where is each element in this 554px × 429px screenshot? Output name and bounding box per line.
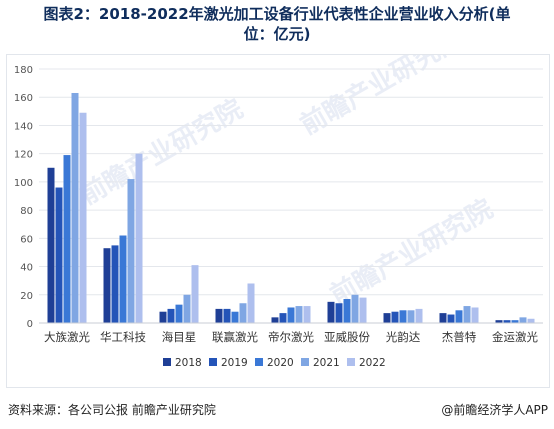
bar-2021: [519, 317, 527, 323]
watermark-text: 前瞻产业研究院: [75, 93, 248, 211]
bar-2018: [495, 320, 503, 323]
bar-2018: [215, 308, 223, 323]
bar-2022: [527, 318, 535, 323]
brand-credit: @前瞻经济学人APP: [441, 403, 548, 417]
watermark-text: 前瞻产业研究院: [325, 193, 498, 311]
bar-2022: [303, 306, 311, 323]
bar-2021: [239, 303, 247, 323]
watermark-text: 前瞻产业研究院: [295, 55, 468, 141]
bar-2018: [383, 313, 391, 323]
y-tick-label: 20: [20, 291, 33, 302]
legend-label: 2020: [267, 357, 294, 369]
y-tick-label: 40: [20, 263, 33, 274]
bar-2019: [503, 320, 511, 323]
bar-2019: [279, 313, 287, 323]
legend-label: 2022: [359, 357, 386, 369]
bar-2022: [79, 112, 87, 323]
bar-2020: [175, 304, 183, 323]
y-tick-label: 0: [27, 319, 33, 330]
legend-label: 2018: [175, 357, 202, 369]
bar-2020: [511, 320, 519, 323]
y-tick-label: 60: [20, 234, 33, 245]
bar-2019: [111, 245, 119, 323]
bar-2021: [463, 306, 471, 323]
y-tick-label: 140: [14, 121, 33, 132]
bar-2019: [55, 187, 63, 323]
bar-2019: [167, 308, 175, 323]
bar-2019: [335, 303, 343, 323]
legend-swatch-2020: [255, 358, 263, 366]
chart-title-line2: 位：亿元): [243, 25, 311, 43]
chart-title-line1: 图表2：2018-2022年激光加工设备行业代表性企业营业收入分析(单: [43, 5, 511, 23]
y-tick-label: 80: [20, 206, 33, 217]
source-note: 资料来源：各公司公报 前瞻产业研究院: [8, 403, 216, 417]
bar-2019: [223, 308, 231, 323]
bar-2022: [471, 307, 479, 323]
bars-layer: [47, 92, 535, 323]
bar-2022: [247, 283, 255, 323]
bar-2020: [343, 299, 351, 323]
legend-label: 2021: [313, 357, 340, 369]
bar-2018: [103, 248, 111, 323]
bar-2018: [271, 317, 279, 323]
y-axis: 0 20 40 60 80 100 120 140 160 180: [14, 65, 33, 330]
bar-2022: [359, 297, 367, 323]
bar-2020: [231, 311, 239, 323]
x-category-label: 杰普特: [442, 330, 477, 344]
x-category-label: 联赢激光: [212, 330, 258, 344]
bar-2021: [407, 310, 415, 323]
legend-swatch-2019: [209, 358, 217, 366]
x-category-label: 海目星: [162, 330, 197, 344]
legend-label: 2019: [221, 357, 248, 369]
bar-2018: [159, 311, 167, 323]
bar-2020: [287, 307, 295, 323]
bar-2018: [327, 301, 335, 323]
bar-2020: [119, 235, 127, 323]
bar-2020: [455, 310, 463, 323]
legend-swatch-2021: [301, 358, 309, 366]
bar-2018: [47, 167, 55, 323]
legend: 2018 2019 2020 2021 2022: [163, 357, 386, 369]
x-category-label: 帝尔激光: [268, 330, 314, 344]
bar-2019: [391, 311, 399, 323]
y-tick-label: 160: [14, 93, 33, 104]
bar-2022: [415, 308, 423, 323]
bar-2018: [439, 313, 447, 323]
bar-2020: [399, 310, 407, 323]
bar-2022: [191, 265, 199, 323]
y-tick-label: 180: [14, 65, 33, 76]
bar-2020: [63, 155, 71, 323]
bar-2019: [447, 314, 455, 323]
bar-2021: [183, 294, 191, 323]
bar-2021: [351, 294, 359, 323]
legend-swatch-2022: [347, 358, 355, 366]
bar-2022: [135, 153, 143, 323]
x-category-label: 华工科技: [100, 330, 146, 344]
bar-2021: [71, 92, 79, 323]
chart-title: 图表2：2018-2022年激光加工设备行业代表性企业营业收入分析(单 位：亿元…: [0, 4, 554, 44]
y-tick-label: 100: [14, 178, 33, 189]
x-category-label: 亚威股份: [324, 330, 370, 344]
legend-swatch-2018: [163, 358, 171, 366]
chart-panel: 前瞻产业研究院 前瞻产业研究院 前瞻产业研究院 0 20 40 60 80 100 120 140…: [6, 23, 550, 388]
bar-2021: [295, 306, 303, 323]
bar-2021: [127, 179, 135, 323]
x-axis: 大族激光 华工科技 海目星 联赢激光 帝尔激光 亚威股份 光韵达 杰普特 金运激光: [39, 322, 543, 344]
x-category-label: 大族激光: [44, 330, 90, 344]
y-tick-label: 120: [14, 150, 33, 161]
x-category-label: 金运激光: [492, 330, 538, 344]
x-category-label: 光韵达: [386, 330, 421, 344]
